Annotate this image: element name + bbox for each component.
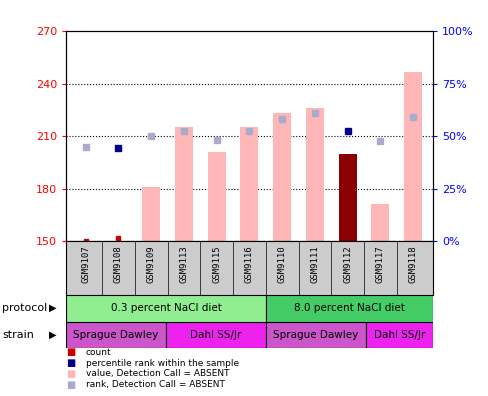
- Text: 8.0 percent NaCl diet: 8.0 percent NaCl diet: [293, 303, 404, 313]
- Bar: [175, 128, 192, 241]
- Bar: [166, 322, 265, 348]
- Bar: [265, 322, 366, 348]
- Text: Dahl SS/Jr: Dahl SS/Jr: [373, 330, 424, 340]
- Text: GSM9109: GSM9109: [146, 246, 155, 283]
- Bar: [273, 114, 290, 241]
- Text: ■: ■: [66, 358, 75, 368]
- Text: GSM9108: GSM9108: [114, 246, 122, 283]
- Bar: [366, 322, 432, 348]
- Text: GSM9110: GSM9110: [277, 246, 286, 283]
- Text: 0.3 percent NaCl diet: 0.3 percent NaCl diet: [110, 303, 221, 313]
- Text: ■: ■: [66, 379, 75, 390]
- Text: Sprague Dawley: Sprague Dawley: [73, 330, 158, 340]
- Bar: [305, 108, 323, 241]
- Bar: [207, 152, 225, 241]
- Text: ■: ■: [66, 347, 75, 358]
- Text: GSM9117: GSM9117: [375, 246, 384, 283]
- Text: GSM9112: GSM9112: [343, 246, 351, 283]
- Bar: [142, 187, 160, 241]
- Bar: [403, 72, 421, 241]
- Text: count: count: [85, 348, 111, 357]
- Text: ▶: ▶: [49, 303, 56, 313]
- Text: GSM9118: GSM9118: [408, 246, 417, 283]
- Text: Sprague Dawley: Sprague Dawley: [273, 330, 358, 340]
- Bar: [240, 128, 258, 241]
- Text: percentile rank within the sample: percentile rank within the sample: [85, 359, 238, 367]
- Text: rank, Detection Call = ABSENT: rank, Detection Call = ABSENT: [85, 380, 224, 389]
- Text: GSM9113: GSM9113: [179, 246, 188, 283]
- Bar: [66, 295, 265, 322]
- Bar: [265, 295, 432, 322]
- Text: GSM9107: GSM9107: [81, 246, 90, 283]
- Text: Dahl SS/Jr: Dahl SS/Jr: [190, 330, 241, 340]
- Bar: [66, 322, 166, 348]
- Bar: [338, 154, 356, 241]
- Text: ▶: ▶: [49, 330, 56, 340]
- Text: ■: ■: [66, 369, 75, 379]
- Text: value, Detection Call = ABSENT: value, Detection Call = ABSENT: [85, 369, 228, 378]
- Text: GSM9111: GSM9111: [310, 246, 319, 283]
- Text: protocol: protocol: [2, 303, 48, 313]
- Text: GSM9116: GSM9116: [244, 246, 253, 283]
- Text: GSM9115: GSM9115: [212, 246, 221, 283]
- Bar: [370, 204, 388, 241]
- Text: strain: strain: [2, 330, 34, 340]
